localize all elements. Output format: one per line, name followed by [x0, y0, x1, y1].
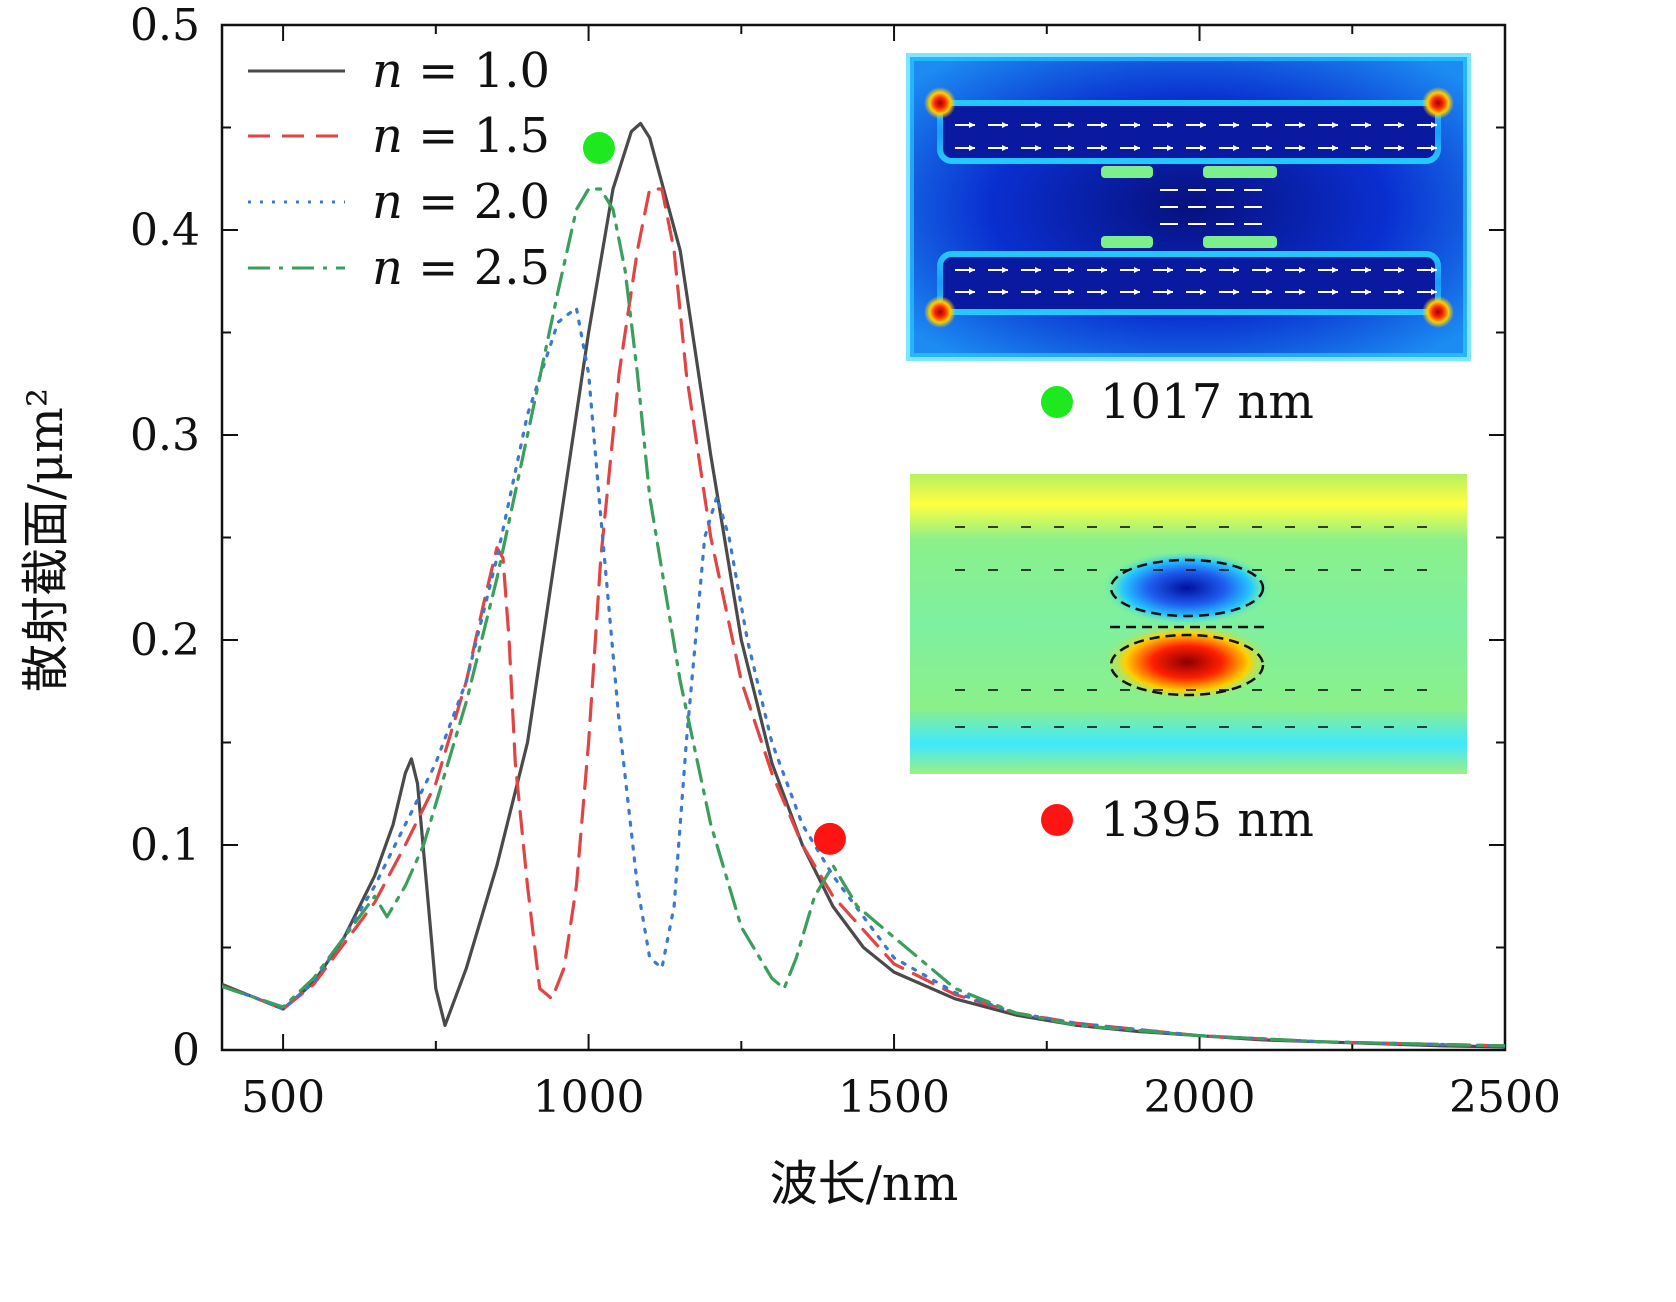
- field-arrowhead: [969, 145, 975, 151]
- field-arrowhead: [1068, 122, 1074, 128]
- field-arrowhead: [1167, 267, 1173, 273]
- legend-label-n1: n = 1.0: [372, 43, 550, 99]
- x-tick-label: 2000: [1144, 1072, 1256, 1123]
- field-arrowhead: [1299, 267, 1305, 273]
- field-arrowhead: [1035, 122, 1041, 128]
- field-loop: [1109, 633, 1265, 697]
- legend-label-n15: n = 1.5: [372, 108, 550, 164]
- field-arrowhead: [969, 289, 975, 295]
- field-arrowhead: [1332, 122, 1338, 128]
- y-axis-title: 散射截面/μm²: [18, 388, 74, 692]
- inset-label-1017-text: 1017 nm: [1100, 374, 1314, 430]
- marker-layer: [582, 132, 846, 855]
- x-tick-label: 2500: [1449, 1072, 1561, 1123]
- field-arrowhead: [1365, 122, 1371, 128]
- inset-label-1395-text: 1395 nm: [1100, 792, 1314, 848]
- field-arrowhead: [1167, 145, 1173, 151]
- field-arrowhead: [1266, 145, 1272, 151]
- field-arrowhead: [1299, 289, 1305, 295]
- y-tick-label: 0.1: [130, 820, 200, 871]
- field-arrowhead: [1398, 122, 1404, 128]
- field-arrowhead: [1134, 289, 1140, 295]
- field-arrowhead: [1431, 267, 1437, 273]
- field-arrowhead: [1365, 267, 1371, 273]
- inset-label-1395: 1395 nm: [1041, 792, 1314, 848]
- field-arrowhead: [1200, 267, 1206, 273]
- field-arrowhead: [1002, 289, 1008, 295]
- field-arrowhead: [1233, 289, 1239, 295]
- field-arrowhead: [1332, 267, 1338, 273]
- field-map-inset-1017: [906, 53, 1471, 361]
- field-arrowhead: [1266, 267, 1272, 273]
- series-line: [222, 187, 1505, 1048]
- field-arrowhead: [1167, 289, 1173, 295]
- field-arrowhead: [1398, 289, 1404, 295]
- series-line: [222, 187, 1505, 1048]
- field-arrowhead: [1365, 145, 1371, 151]
- field-arrowhead: [1200, 122, 1206, 128]
- highlight-marker: [813, 822, 846, 855]
- field-arrowhead: [1431, 122, 1437, 128]
- field-arrowhead: [1233, 145, 1239, 151]
- legend-label-n25: n = 2.5: [372, 240, 550, 296]
- field-arrowhead: [969, 267, 975, 273]
- field-arrowhead: [969, 122, 975, 128]
- field-arrowhead: [1233, 267, 1239, 273]
- series-line: [222, 306, 1505, 1048]
- field-arrowhead: [1101, 122, 1107, 128]
- x-tick-label: 1000: [533, 1072, 645, 1123]
- field-arrowhead: [1035, 267, 1041, 273]
- field-arrowhead: [1068, 145, 1074, 151]
- field-arrowhead: [1002, 145, 1008, 151]
- field-map-inset-1395: [910, 474, 1467, 774]
- field-arrowhead: [1068, 267, 1074, 273]
- field-arrowhead: [1101, 289, 1107, 295]
- field-arrowhead: [1266, 122, 1272, 128]
- field-arrowhead: [1134, 267, 1140, 273]
- y-tick-label: 0.2: [130, 615, 200, 666]
- field-arrowhead: [1431, 145, 1437, 151]
- inset-label-1017: 1017 nm: [1041, 374, 1314, 430]
- field-arrowhead: [1134, 145, 1140, 151]
- legend: n = 1.0 n = 1.5 n = 2.0 n = 2.5: [248, 43, 550, 296]
- field-loop: [1109, 558, 1265, 618]
- field-arrowhead: [1101, 267, 1107, 273]
- field-arrowhead: [1299, 145, 1305, 151]
- field-arrowhead: [1233, 122, 1239, 128]
- x-tick-label: 1500: [838, 1072, 950, 1123]
- field-arrowhead: [1332, 289, 1338, 295]
- field-arrowhead: [1035, 145, 1041, 151]
- axis-tick-labels: 500 1000 1500 2000 2500 0 0.1 0.2 0.3 0.4 0.5: [130, 0, 1561, 1123]
- axis-ticks: [222, 24, 1506, 1051]
- field-arrowhead: [1002, 122, 1008, 128]
- field-arrowhead: [1431, 289, 1437, 295]
- field-arrowhead: [1101, 145, 1107, 151]
- field-arrowhead: [1134, 122, 1140, 128]
- y-tick-label: 0: [172, 1025, 200, 1076]
- x-tick-label: 500: [241, 1072, 325, 1123]
- legend-label-n2: n = 2.0: [372, 174, 550, 230]
- field-arrowhead: [1365, 289, 1371, 295]
- field-arrowhead: [1299, 122, 1305, 128]
- series-layer: [222, 121, 1505, 1049]
- y-tick-label: 0.3: [130, 410, 200, 461]
- field-arrowhead: [1167, 122, 1173, 128]
- field-arrowhead: [1200, 145, 1206, 151]
- field-arrowhead: [1332, 145, 1338, 151]
- field-arrowhead: [1398, 267, 1404, 273]
- highlight-marker: [582, 132, 615, 164]
- field-arrowhead: [1068, 289, 1074, 295]
- field-arrowhead: [1002, 267, 1008, 273]
- x-axis-title: 波长/nm: [770, 1156, 959, 1212]
- y-tick-label: 0.5: [130, 0, 200, 51]
- field-arrowhead: [1398, 145, 1404, 151]
- field-arrowhead: [1266, 289, 1272, 295]
- field-arrowhead: [1035, 289, 1041, 295]
- field-arrowhead: [1200, 289, 1206, 295]
- y-tick-label: 0.4: [130, 205, 200, 256]
